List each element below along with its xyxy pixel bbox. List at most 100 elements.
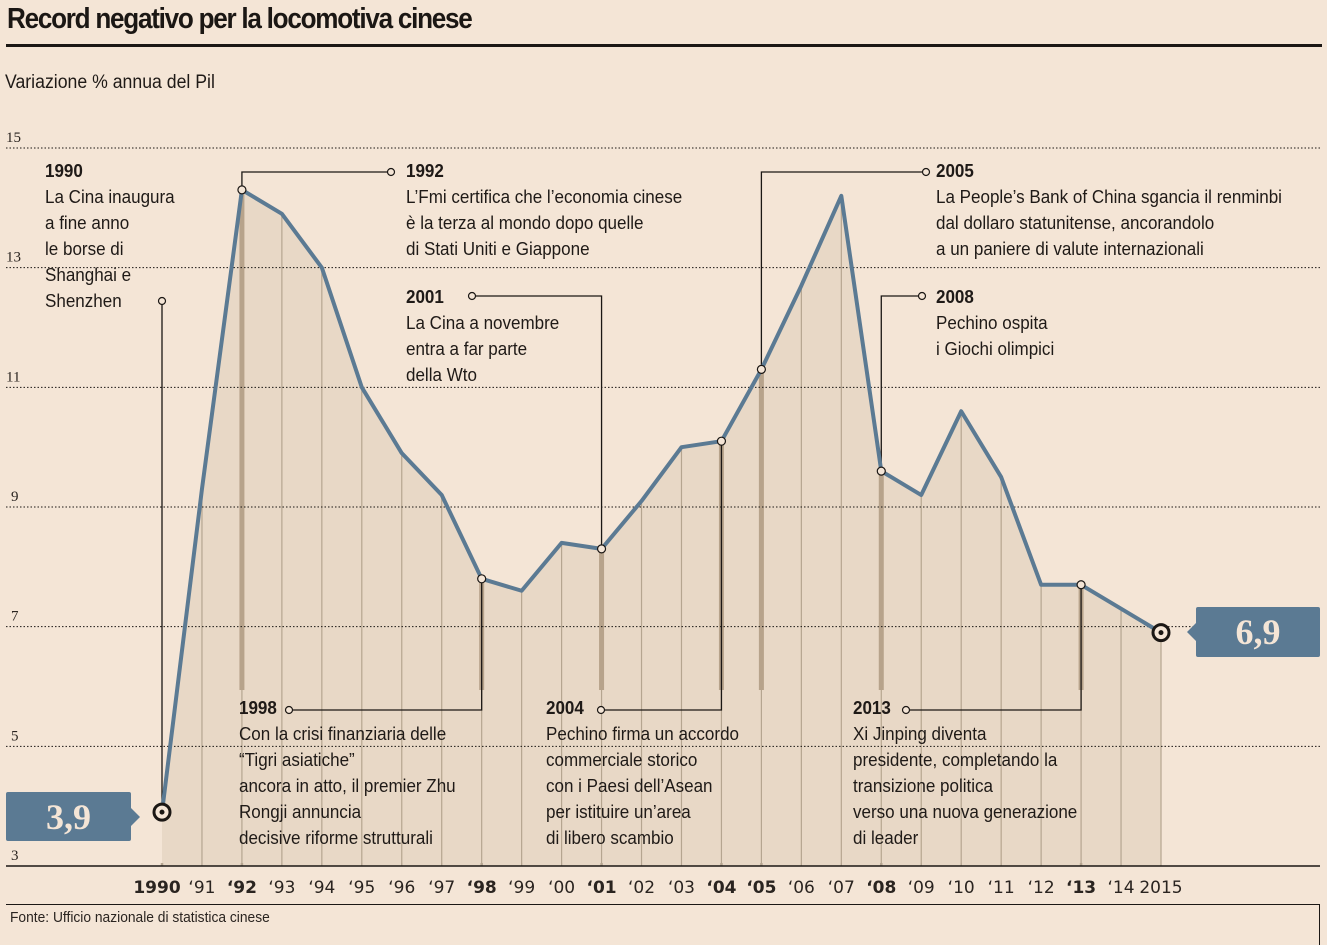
annotation-text: le borse di bbox=[45, 238, 124, 259]
data-point-marker bbox=[1076, 580, 1086, 590]
annotation-year: 2005 bbox=[936, 160, 974, 181]
annotation-text: Xi Jinping diventa bbox=[853, 723, 987, 744]
area-fill bbox=[162, 189, 1161, 867]
data-point-marker bbox=[756, 364, 767, 374]
annotation-text: entra a far parte bbox=[406, 338, 528, 359]
leader-1992 bbox=[241, 171, 391, 190]
series-line bbox=[160, 187, 1163, 813]
annotation-text: di leader bbox=[853, 827, 919, 848]
y-tick-label: 15 bbox=[6, 130, 21, 146]
x-tick-label: ‘04 bbox=[706, 878, 736, 898]
x-tick-label: ‘98 bbox=[467, 878, 497, 898]
y-tick-label: 9 bbox=[11, 489, 19, 505]
leader-end-dot bbox=[284, 705, 294, 715]
leader-2004 bbox=[601, 441, 723, 711]
annotation-2004: 2004 Pechino firma un accordo commercial… bbox=[546, 695, 739, 851]
leader-end-dot bbox=[467, 291, 477, 301]
y-tick-label: 7 bbox=[11, 609, 19, 625]
annotation-text: Pechino ospita bbox=[936, 312, 1048, 333]
x-tick-label: ‘00 bbox=[548, 878, 575, 898]
source-note: Fonte: Ufficio nazionale di statistica c… bbox=[10, 909, 270, 926]
y-tick-label: 3 bbox=[11, 848, 19, 864]
title-divider bbox=[6, 44, 1322, 47]
endpoint-marker-center bbox=[1158, 630, 1164, 636]
annotation-text: a fine anno bbox=[45, 212, 130, 233]
x-tick-label: ‘96 bbox=[388, 878, 415, 898]
x-tick-label: ‘06 bbox=[788, 878, 815, 898]
leader-2005 bbox=[760, 171, 926, 370]
x-tick-label: 2015 bbox=[1139, 878, 1182, 898]
x-tick-label: ‘91 bbox=[188, 878, 215, 898]
x-tick-label: ‘09 bbox=[908, 878, 935, 898]
x-tick-label: ‘95 bbox=[348, 878, 375, 898]
x-tick-label: ‘05 bbox=[746, 878, 776, 898]
annotation-year: 1992 bbox=[406, 160, 444, 181]
x-tick-label: ‘01 bbox=[586, 878, 616, 898]
x-tick-label: 1990 bbox=[133, 878, 180, 898]
annotation-text: ancora in atto, il premier Zhu bbox=[239, 775, 456, 796]
endpoint-marker-center bbox=[159, 809, 165, 815]
annotation-text: a un paniere di valute internazionali bbox=[936, 238, 1204, 259]
annotation-year: 2001 bbox=[406, 286, 444, 307]
y-tick-label: 11 bbox=[6, 369, 20, 385]
annotation-year: 2004 bbox=[546, 697, 584, 718]
area-layer bbox=[162, 189, 1161, 867]
annotation-text: per istituire un’area bbox=[546, 801, 691, 822]
data-point-marker bbox=[477, 574, 487, 584]
annotation-text: è la terza al mondo dopo quelle bbox=[406, 212, 644, 233]
series-line-layer bbox=[160, 187, 1163, 813]
leader-2008 bbox=[880, 295, 922, 472]
annotation-text: Pechino firma un accordo bbox=[546, 723, 739, 744]
leader-end-dot bbox=[901, 705, 911, 715]
data-label-start: 3,9 bbox=[6, 792, 140, 841]
data-point-marker bbox=[876, 466, 886, 476]
annotation-text: di libero scambio bbox=[546, 827, 674, 848]
x-tick-label: ‘99 bbox=[508, 878, 535, 898]
annotation-text: Con la crisi finanziaria delle bbox=[239, 723, 447, 744]
leader-end-dot bbox=[921, 167, 931, 177]
leader-end-dot bbox=[386, 167, 396, 177]
x-tick-label: ‘97 bbox=[428, 878, 455, 898]
annotation-2013: 2013 Xi Jinping diventa presidente, comp… bbox=[853, 695, 1077, 851]
x-tick-label: ‘13 bbox=[1066, 878, 1096, 898]
annotation-text: dal dollaro statunitense, ancorandolo bbox=[936, 212, 1215, 233]
annotation-text: “Tigri asiatiche” bbox=[239, 749, 355, 770]
annotation-text: transizione politica bbox=[853, 775, 994, 796]
leader-end-dot bbox=[917, 291, 927, 301]
footer-box bbox=[6, 904, 1320, 945]
x-tick-labels: 1990 ‘91 ‘92 ‘93 ‘94 ‘95 ‘96 ‘97 ‘98 ‘99 ‘00 ‘01 ‘02… bbox=[133, 863, 1183, 898]
leader-end-dot bbox=[157, 296, 167, 306]
x-tick-label: ‘14 bbox=[1108, 878, 1135, 898]
annotation-text: La Cina inaugura bbox=[45, 186, 175, 207]
annotation-year: 1990 bbox=[45, 160, 83, 181]
x-tick-label: ‘10 bbox=[948, 878, 975, 898]
data-label-end: 6,9 bbox=[1187, 607, 1320, 657]
annotation-text: Shanghai e bbox=[45, 264, 132, 285]
x-tick-label: ‘11 bbox=[988, 878, 1015, 898]
x-tick-label: ‘08 bbox=[866, 878, 896, 898]
annotation-2005: 2005 La People’s Bank of China sgancia i… bbox=[936, 158, 1282, 262]
annotation-text: i Giochi olimpici bbox=[936, 338, 1055, 359]
annotation-text: verso una nuova generazione bbox=[853, 801, 1078, 822]
annotation-year: 2008 bbox=[936, 286, 974, 307]
annotation-text: con i Paesi dell’Asean bbox=[546, 775, 713, 796]
annotation-text: Shenzhen bbox=[45, 290, 122, 311]
annotation-2008: 2008 Pechino ospita i Giochi olimpici bbox=[936, 284, 1054, 362]
annotation-text: La People’s Bank of China sgancia il ren… bbox=[936, 186, 1282, 207]
annotation-year: 2013 bbox=[853, 697, 891, 718]
x-tick-label: ‘94 bbox=[308, 878, 335, 898]
annotation-text: commerciale storico bbox=[546, 749, 698, 770]
y-tick-labels: 3 5 7 9 11 13 15 bbox=[6, 130, 21, 864]
leader-2013 bbox=[906, 584, 1082, 711]
annotation-text: di Stati Uniti e Giappone bbox=[406, 238, 590, 259]
annotation-text: della Wto bbox=[406, 364, 477, 385]
annotation-1990: 1990 La Cina inaugura a fine anno le bor… bbox=[45, 158, 175, 314]
annotation-text: L’Fmi certifica che l’economia cinese bbox=[406, 186, 683, 207]
annotation-1998: 1998 Con la crisi finanziaria delle “Tig… bbox=[239, 695, 456, 851]
x-tick-label: ‘92 bbox=[227, 878, 257, 898]
x-tick-label: ‘07 bbox=[828, 878, 855, 898]
x-tick-label: ‘93 bbox=[268, 878, 295, 898]
chart-title: Record negativo per la locomotiva cinese bbox=[7, 3, 473, 35]
data-point-marker bbox=[596, 544, 607, 554]
